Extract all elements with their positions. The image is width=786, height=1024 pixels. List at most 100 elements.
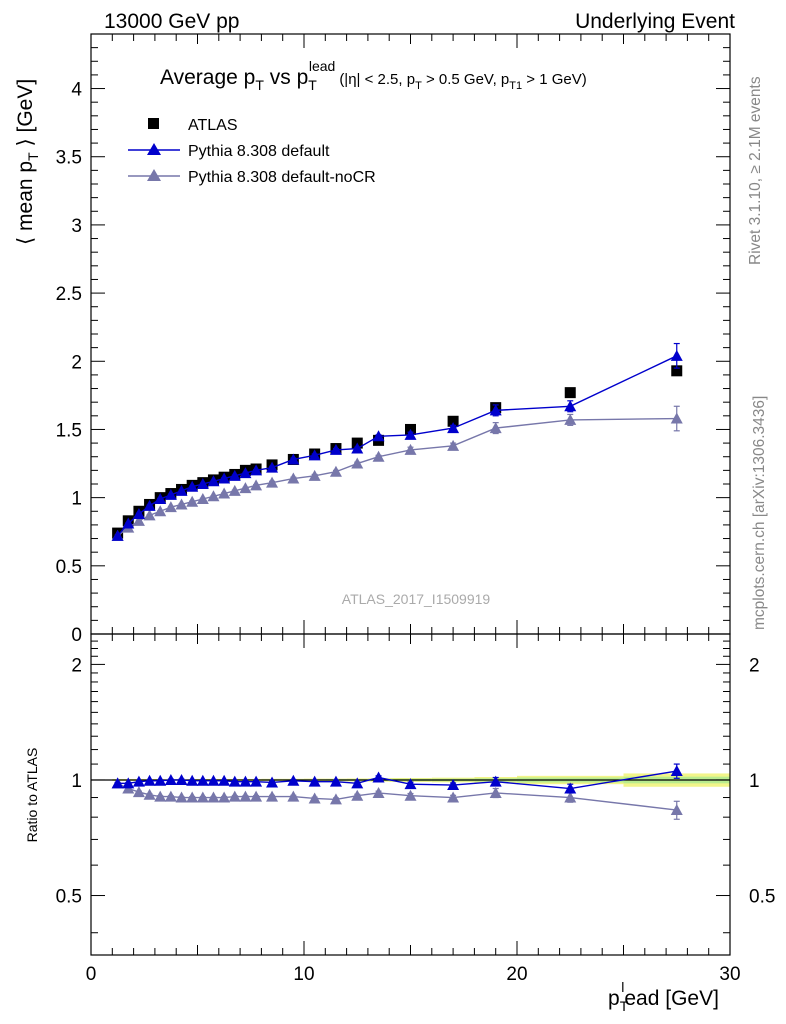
- legend-label-default: Pythia 8.308 default: [188, 143, 330, 160]
- atlas-point: [671, 365, 683, 377]
- main-y-tick-label: 2: [71, 352, 82, 373]
- default-point: [154, 493, 167, 504]
- ratio-default-point: [351, 777, 364, 789]
- nocr-point: [351, 457, 364, 469]
- legend-marker-nocr: [147, 169, 161, 181]
- rivet-label: Rivet 3.1.10, ≥ 2.1M events: [747, 76, 764, 265]
- ratio-nocr-point: [447, 791, 460, 803]
- ratio-default-point: [218, 774, 231, 786]
- nocr-point: [447, 439, 460, 451]
- main-tick-labels: 0 0.5 1 1.5 2 2.5 3 3.5 4: [56, 80, 83, 646]
- default-line: [117, 355, 678, 537]
- ratio-nocr-point: [329, 793, 342, 805]
- default-point: [218, 472, 231, 484]
- ratio-axis-ticks: [90, 634, 731, 955]
- x-tick-label: 30: [719, 964, 740, 985]
- ratio-nocr-point: [564, 791, 577, 803]
- nocr-point: [175, 498, 188, 510]
- main-axis-ticks: [90, 33, 731, 635]
- nocr-point: [308, 469, 321, 481]
- ratio-default-point: [154, 774, 167, 786]
- ratio-tick-labels: 0.5 0.5 1 1 2 2: [56, 655, 776, 907]
- ratio-nocr-point: [239, 790, 252, 802]
- ratio-nocr-point: [670, 804, 683, 816]
- header-left: 13000 GeV pp: [104, 10, 239, 33]
- ratio-default-point: [143, 774, 156, 786]
- ratio-default-point: [111, 777, 124, 789]
- ratio-default-point: [175, 773, 188, 785]
- nocr-point: [250, 479, 263, 491]
- default-point: [228, 469, 241, 481]
- ratio-default-point: [228, 775, 241, 787]
- ratio-nocr-point: [287, 790, 300, 802]
- ratio-y-tick-label-right: 1: [749, 771, 760, 792]
- ratio-default-point: [186, 774, 199, 786]
- nocr-point: [239, 482, 252, 494]
- x-axis-label: pTlead [GeV]: [608, 979, 719, 1014]
- main-y-tick-label: 2.5: [56, 284, 82, 305]
- default-point: [329, 443, 342, 455]
- ratio-nocr-point: [186, 791, 199, 803]
- default-point: [447, 422, 460, 434]
- atlas-point: [564, 387, 576, 399]
- ratio-nocr-point: [164, 790, 177, 802]
- legend-marker-default: [147, 143, 161, 155]
- nocr-point: [154, 505, 167, 517]
- ratio-default-point: [196, 774, 209, 786]
- analysis-watermark: ATLAS_2017_I1509919: [342, 591, 491, 607]
- ratio-y-tick-label-left: 2: [71, 655, 82, 676]
- ratio-nocr-point: [132, 786, 145, 798]
- mcplots-label: mcplots.cern.ch [arXiv:1306.3436]: [751, 396, 768, 630]
- default-point: [266, 461, 279, 473]
- default-point: [122, 517, 135, 529]
- x-tick-label: 20: [506, 964, 527, 985]
- default-point: [239, 467, 252, 479]
- main-y-tick-label: 1.5: [56, 420, 82, 441]
- main-series: [111, 342, 683, 541]
- default-point: [404, 428, 417, 440]
- nocr-point: [287, 472, 300, 484]
- ratio-default-point: [250, 775, 263, 787]
- ratio-default-point: [489, 775, 502, 787]
- nocr-point: [404, 443, 417, 455]
- ratio-nocr-point: [266, 790, 279, 802]
- default-point: [196, 478, 209, 489]
- nocr-point: [132, 514, 145, 526]
- nocr-point: [186, 495, 199, 507]
- atlas-point: [447, 415, 459, 427]
- ratio-default-point: [404, 778, 417, 790]
- chart-title: Average pT vs pTlead(|η| < 2.5, pT > 0.5…: [160, 58, 587, 93]
- ratio-nocr-point: [143, 788, 156, 800]
- x-tick-label: 0: [86, 964, 97, 985]
- ratio-series: [111, 763, 683, 820]
- ratio-default-point: [372, 771, 385, 783]
- ratio-nocr-point: [218, 791, 231, 803]
- nocr-point: [329, 465, 342, 477]
- nocr-point: [489, 422, 502, 434]
- ratio-y-tick-label-left: 0.5: [56, 887, 82, 908]
- default-point: [308, 449, 321, 461]
- main-panel: 0 0.5 1 1.5 2 2.5 3 3.5 4 Average pT vs pTlead(|…: [14, 33, 731, 646]
- default-point: [143, 499, 156, 511]
- ratio-nocr-point: [207, 791, 220, 803]
- nocr-point: [372, 450, 385, 462]
- default-point: [564, 400, 577, 412]
- ratio-default-point: [670, 765, 683, 777]
- default-point: [111, 529, 124, 541]
- nocr-point: [564, 413, 577, 425]
- ratio-default-point: [207, 774, 220, 786]
- ratio-nocr-point: [489, 786, 502, 798]
- nocr-point: [266, 476, 279, 488]
- ratio-nocr-point: [154, 790, 167, 802]
- nocr-point: [164, 501, 177, 513]
- main-y-tick-label: 0: [71, 625, 82, 646]
- ratio-y-tick-label-right: 0.5: [749, 887, 775, 908]
- ratio-nocr-point: [228, 790, 241, 802]
- default-point: [164, 488, 177, 500]
- nocr-point: [207, 490, 220, 502]
- default-point: [132, 508, 145, 519]
- legend: ATLAS Pythia 8.308 default Pythia 8.308 …: [128, 117, 376, 186]
- ratio-default-point: [447, 779, 460, 791]
- default-point: [250, 464, 263, 476]
